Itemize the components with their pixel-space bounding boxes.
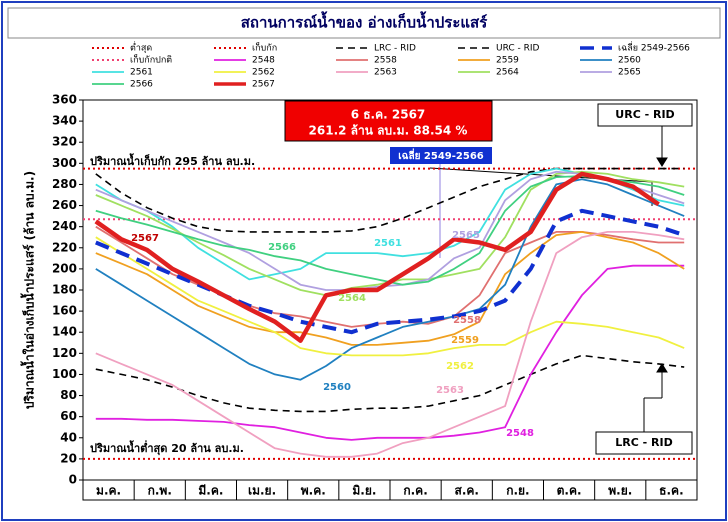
series-line bbox=[95, 231, 685, 346]
y-tick-label: 220 bbox=[52, 240, 77, 254]
legend-label: 2561 bbox=[130, 68, 153, 78]
annotation: 2562 bbox=[446, 361, 474, 372]
annotation: 2548 bbox=[506, 428, 534, 439]
legend-label: 2567 bbox=[252, 80, 275, 90]
annotation: LRC - RID bbox=[615, 436, 672, 449]
legend-label: เก็บกักปกติ bbox=[130, 53, 172, 66]
legend-label: 2559 bbox=[496, 56, 519, 66]
legend-label: 2560 bbox=[618, 56, 641, 66]
x-tick-label: มิ.ย. bbox=[352, 484, 376, 498]
y-tick-label: 100 bbox=[52, 367, 77, 381]
legend-label: 2566 bbox=[130, 80, 153, 90]
annotation: 6 ธ.ค. 2567 bbox=[351, 108, 426, 122]
y-axis-label: ปริมาณน้ำในอ่างเก็บน้ำประแสร์ (ล้าน ลบ.ม… bbox=[20, 171, 37, 409]
chart-title: สถานการณ์น้ำของ อ่างเก็บน้ำประแสร์ bbox=[241, 11, 488, 32]
y-tick-label: 200 bbox=[52, 261, 77, 275]
annotation: URC - RID bbox=[615, 108, 674, 121]
legend-label: 2558 bbox=[374, 56, 397, 66]
series-line bbox=[95, 236, 685, 357]
x-tick-label: เม.ย. bbox=[248, 484, 276, 498]
series-line bbox=[95, 264, 685, 441]
legend-label: 2564 bbox=[496, 68, 519, 78]
y-tick-label: 240 bbox=[52, 219, 77, 233]
y-tick-label: 180 bbox=[52, 283, 77, 297]
legend-label: เก็บกัก bbox=[252, 41, 277, 54]
annotation: 2559 bbox=[451, 335, 479, 346]
series-line bbox=[94, 171, 660, 343]
annotation: 2566 bbox=[268, 242, 296, 253]
legend-label: 2562 bbox=[252, 68, 275, 78]
legend-label: เฉลี่ย 2549-2566 bbox=[618, 41, 690, 54]
x-tick-label: ก.ย. bbox=[506, 484, 529, 498]
legend-label: 2563 bbox=[374, 68, 397, 78]
annotation: 261.2 ล้าน ลบ.ม. 88.54 % bbox=[309, 124, 468, 138]
x-tick-label: พ.ค. bbox=[301, 484, 326, 498]
annotation: ปริมาณน้ำต่ำสุด 20 ล้าน ลบ.ม. bbox=[90, 440, 244, 456]
x-tick-label: พ.ย. bbox=[608, 484, 632, 498]
y-tick-label: 120 bbox=[52, 346, 77, 360]
y-tick-label: 300 bbox=[52, 156, 77, 170]
y-tick-label: 360 bbox=[52, 93, 77, 107]
series-line bbox=[95, 354, 685, 413]
annotation: 2561 bbox=[374, 238, 402, 249]
annotation: 2565 bbox=[452, 230, 480, 241]
y-tick-label: 140 bbox=[52, 325, 77, 339]
annotation: 2564 bbox=[338, 293, 366, 304]
x-tick-label: ส.ค. bbox=[455, 484, 479, 498]
x-tick-label: ต.ค. bbox=[557, 484, 582, 498]
x-tick-label: มี.ค. bbox=[198, 484, 223, 498]
x-tick-label: ก.พ. bbox=[148, 484, 172, 498]
series-line bbox=[95, 208, 685, 335]
annotation: เฉลี่ย 2549-2566 bbox=[398, 148, 484, 162]
avg-box bbox=[390, 147, 492, 164]
annotation: 2563 bbox=[436, 385, 464, 396]
annotation: 2567 bbox=[131, 233, 159, 244]
y-tick-label: 0 bbox=[69, 473, 77, 487]
y-tick-label: 280 bbox=[52, 177, 77, 191]
y-tick-label: 40 bbox=[60, 430, 77, 444]
legend-label: 2565 bbox=[618, 68, 641, 78]
legend-label: 2548 bbox=[252, 56, 275, 66]
x-tick-label: ก.ค. bbox=[403, 484, 427, 498]
annotation: ปริมาณน้ำเก็บกัก 295 ล้าน ลบ.ม. bbox=[90, 153, 255, 168]
urc-box bbox=[597, 103, 693, 127]
series-line bbox=[95, 178, 685, 381]
y-tick-label: 340 bbox=[52, 114, 77, 128]
series-line bbox=[95, 231, 685, 458]
title-box bbox=[7, 7, 721, 39]
y-tick-label: 160 bbox=[52, 304, 77, 318]
y-tick-label: 60 bbox=[60, 409, 77, 423]
x-tick-label: ธ.ค. bbox=[659, 484, 683, 498]
annotation: 2560 bbox=[323, 382, 351, 393]
legend-label: ต่ำสุด bbox=[130, 41, 152, 54]
y-tick-label: 320 bbox=[52, 135, 77, 149]
legend-label: URC - RID bbox=[496, 44, 540, 54]
y-tick-label: 80 bbox=[60, 388, 77, 402]
legend-label: LRC - RID bbox=[374, 44, 416, 54]
series-line bbox=[95, 167, 685, 233]
annotation: 2558 bbox=[453, 315, 481, 326]
y-tick-label: 20 bbox=[60, 451, 77, 465]
y-tick-label: 260 bbox=[52, 198, 77, 212]
callout-box bbox=[284, 100, 493, 142]
x-tick-label: ม.ค. bbox=[96, 484, 121, 498]
